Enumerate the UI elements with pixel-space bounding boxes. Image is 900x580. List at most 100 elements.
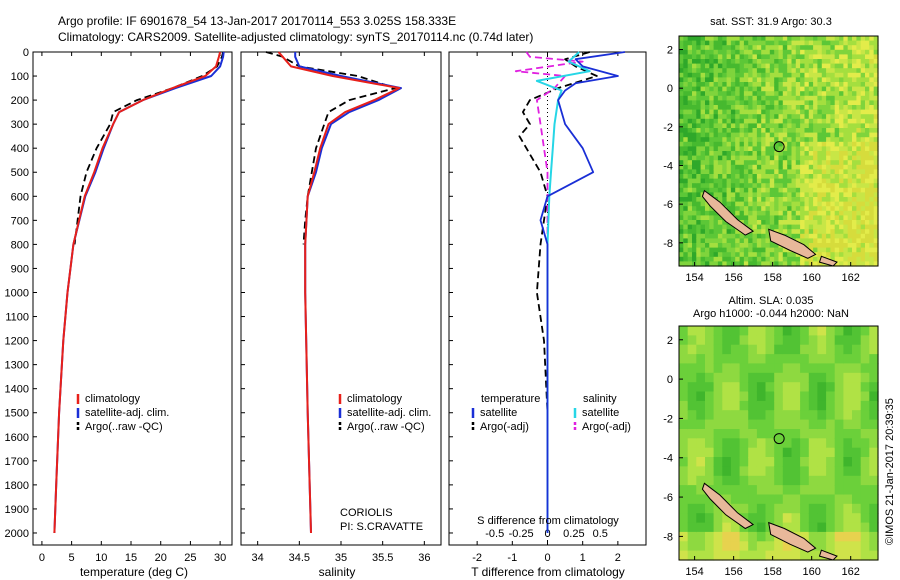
heatmap-cell [739,59,745,65]
heatmap-cell [765,164,771,170]
heatmap-cell [791,105,797,111]
heatmap-cell [830,183,836,189]
heatmap-cell [873,224,879,230]
heatmap-cell [817,206,823,212]
heatmap-cell [709,252,715,258]
heatmap-cell [769,86,775,92]
heatmap-cell [804,49,810,55]
heatmap-cell [696,123,702,129]
heatmap-cell [679,86,684,92]
heatmap-cell [808,466,819,477]
heatmap-cell [830,54,836,60]
heatmap-cell [834,261,840,267]
heatmap-cell [817,233,823,239]
heatmap-cell [761,123,767,129]
heatmap-cell [687,109,693,115]
y-tick-label: 0 [23,47,29,59]
heatmap-cell [834,391,844,402]
heatmap-cell [696,68,702,74]
heatmap-cell [683,215,689,221]
heatmap-cell [813,114,818,120]
heatmap-cell [817,36,823,42]
heatmap-cell [860,197,866,203]
heatmap-cell [787,192,793,198]
heatmap-cell [795,123,801,129]
heatmap-cell [865,54,870,60]
heatmap-cell [800,118,805,124]
heatmap-cell [800,410,810,421]
heatmap-cell [743,256,749,262]
heatmap-cell [730,206,736,212]
heatmap-cell [873,68,879,74]
heatmap-cell [778,164,784,170]
heatmap-cell [683,220,689,226]
heatmap-cell [817,494,827,505]
heatmap-cell [826,457,836,467]
heatmap-cell [843,63,849,69]
heatmap-cell [756,494,767,505]
heatmap-cell [752,100,758,106]
heatmap-cell [852,123,857,129]
heatmap-cell [705,68,710,74]
heatmap-cell [713,541,723,552]
heatmap-cell [700,59,706,65]
heatmap-cell [804,210,810,216]
heatmap-cell [800,36,805,42]
heatmap-cell [722,63,728,69]
heatmap-cell [743,146,749,152]
heatmap-cell [834,503,844,514]
heatmap-cell [817,354,827,365]
heatmap-cell [765,201,771,207]
heatmap-cell [782,137,788,143]
heatmap-cell [834,344,844,355]
heatmap-cell [722,164,728,170]
heatmap-cell [774,197,780,203]
heatmap-cell [821,105,827,111]
heatmap-cell [717,132,723,138]
heatmap-cell [843,49,849,55]
y-tick-label: 2000 [5,528,29,540]
heatmap-cell [778,45,784,51]
heatmap-cell [705,429,715,439]
heatmap-cell [839,128,844,134]
heatmap-cell [683,229,689,235]
heatmap-cell [743,118,749,124]
heatmap-cell [817,91,823,97]
heatmap-cell [804,86,810,92]
heatmap-cell [739,91,745,97]
heatmap-cell [821,261,827,267]
heatmap-cell [761,151,767,157]
sla-map-title-line2: Argo h1000: -0.044 h2000: NaN [693,308,849,320]
heatmap-cell [700,183,706,189]
heatmap-cell [735,233,741,239]
heatmap-cell [709,215,715,221]
heatmap-cell [847,160,853,166]
heatmap-cell [847,233,853,239]
heatmap-cell [769,183,775,189]
heatmap-cell [830,151,836,157]
heatmap-cell [713,141,719,147]
heatmap-cell [696,550,706,561]
heatmap-cell [847,206,853,212]
heatmap-cell [800,419,810,430]
heatmap-cell [856,224,862,230]
heatmap-cell [730,363,741,374]
heatmap-cell [774,68,780,74]
heatmap-cell [869,95,875,101]
heatmap-cell [804,151,810,157]
heatmap-cell [679,513,689,524]
heatmap-cell [843,82,849,88]
heatmap-cell [687,531,697,542]
heatmap-cell [692,210,697,216]
heatmap-cell [843,141,849,147]
heatmap-cell [769,252,775,258]
heatmap-cell [726,261,732,267]
heatmap-cell [679,40,684,46]
heatmap-cell [761,82,767,88]
heatmap-cell [821,243,827,249]
heatmap-cell [765,494,775,505]
heatmap-cell [748,247,754,253]
heatmap-cell [839,243,844,249]
heatmap-cell [821,169,827,175]
heatmap-cell [705,132,710,138]
